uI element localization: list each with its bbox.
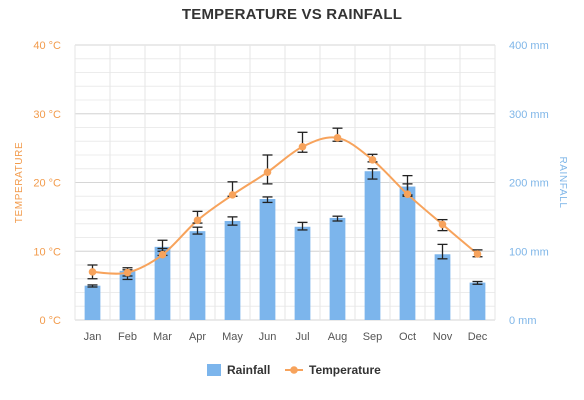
grid-lines xyxy=(74,44,496,321)
right-axis-tick-label: 200 mm xyxy=(509,178,549,190)
temperature-point[interactable] xyxy=(473,250,482,258)
legend[interactable]: Rainfall Temperature xyxy=(207,363,381,377)
temperature-point[interactable] xyxy=(123,268,132,277)
right-axis-title: RAINFALL xyxy=(557,156,568,208)
temperature-point[interactable] xyxy=(158,250,167,259)
temperature-point[interactable] xyxy=(403,190,412,198)
rainfall-error-bar xyxy=(227,216,238,226)
legend-label-temperature: Temperature xyxy=(309,363,381,377)
legend-swatch-temperature-marker xyxy=(290,366,298,374)
right-axis-tick-label: 0 mm xyxy=(509,315,537,327)
x-axis-tick-label: Nov xyxy=(433,331,453,343)
temperature-point[interactable] xyxy=(228,191,237,199)
rainfall-error-bar xyxy=(297,221,308,231)
right-axis-tick-label: 100 mm xyxy=(509,246,549,258)
rainfall-bar[interactable] xyxy=(399,186,416,320)
temperature-point[interactable] xyxy=(263,168,272,176)
x-axis-tick-label: Apr xyxy=(189,331,206,343)
x-axis-tick-label: Jul xyxy=(295,331,309,343)
rainfall-bar[interactable] xyxy=(154,246,171,320)
legend-item-temperature[interactable]: Temperature xyxy=(285,363,381,377)
legend-item-rainfall[interactable]: Rainfall xyxy=(207,363,270,377)
left-axis-tick-label: 40 °C xyxy=(33,40,61,52)
legend-label-rainfall: Rainfall xyxy=(227,363,270,377)
rainfall-error-bar xyxy=(367,168,378,180)
temperature-point[interactable] xyxy=(298,142,307,151)
rainfall-bar[interactable] xyxy=(259,199,276,320)
rainfall-bar[interactable] xyxy=(294,226,311,320)
rainfall-bar[interactable] xyxy=(364,171,381,320)
axes: 0 °C 10 °C 20 °C 30 °C 40 °C 0 mm 100 mm 200 mm… xyxy=(14,40,568,343)
left-axis-title: TEMPERATURE xyxy=(14,142,25,223)
rainfall-error-bar xyxy=(262,196,273,204)
x-axis-tick-label: Oct xyxy=(399,331,416,343)
legend-swatch-rainfall xyxy=(207,364,221,376)
x-axis-tick-label: Sep xyxy=(363,331,383,343)
temperature-point[interactable] xyxy=(88,268,97,276)
x-axis-tick-label: Feb xyxy=(118,331,137,343)
x-axis-tick-label: Aug xyxy=(328,331,348,343)
left-axis-tick-label: 0 °C xyxy=(39,315,61,327)
x-axis-tick-label: Jun xyxy=(259,331,277,343)
rainfall-bar[interactable] xyxy=(434,254,451,320)
temperature-point[interactable] xyxy=(193,216,202,225)
left-axis-tick-label: 30 °C xyxy=(33,109,61,121)
rainfall-error-bar xyxy=(472,280,483,285)
rainfall-bar[interactable] xyxy=(84,285,101,320)
right-axis-tick-label: 300 mm xyxy=(509,109,549,121)
rainfall-error-bar xyxy=(332,215,343,222)
temperature-error-bars xyxy=(87,127,483,281)
left-axis-tick-label: 10 °C xyxy=(33,246,61,258)
rainfall-bar[interactable] xyxy=(329,217,346,320)
right-axis-tick-label: 400 mm xyxy=(509,40,549,52)
temperature-point[interactable] xyxy=(333,134,342,142)
rainfall-bar[interactable] xyxy=(189,231,206,320)
chart-title: TEMPERATURE VS RAINFALL xyxy=(181,6,403,23)
left-axis-tick-label: 20 °C xyxy=(33,178,61,190)
x-axis-tick-label: Jan xyxy=(84,331,102,343)
rainfall-error-bar xyxy=(192,226,203,235)
rainfall-error-bar xyxy=(87,284,98,288)
rainfall-bar[interactable] xyxy=(469,282,486,320)
rainfall-error-bar xyxy=(437,243,448,260)
rainfall-error-bars xyxy=(87,168,483,288)
temperature-point[interactable] xyxy=(438,220,447,229)
temperature-point[interactable] xyxy=(368,156,377,164)
x-axis-tick-label: Mar xyxy=(153,331,172,343)
rainfall-bars xyxy=(84,171,486,320)
x-axis-tick-label: May xyxy=(222,331,243,343)
x-axis-tick-label: Dec xyxy=(468,331,488,343)
rainfall-bar[interactable] xyxy=(224,221,241,320)
rainfall-bar[interactable] xyxy=(119,270,136,320)
